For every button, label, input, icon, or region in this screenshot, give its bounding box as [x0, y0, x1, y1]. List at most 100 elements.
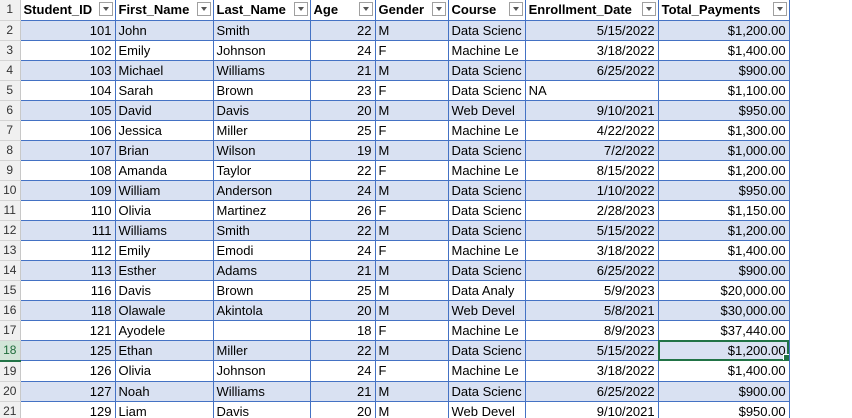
- cell-age[interactable]: 18: [310, 320, 376, 341]
- header-cell-gender[interactable]: Gender: [375, 0, 449, 21]
- filter-dropdown-icon[interactable]: [641, 2, 656, 16]
- cell-first-name[interactable]: Noah: [115, 381, 214, 402]
- cell-student-id[interactable]: 112: [20, 240, 116, 261]
- cell-course[interactable]: Data Scienc: [448, 340, 526, 361]
- cell-total-payments[interactable]: $1,000.00: [658, 140, 790, 161]
- cell-student-id[interactable]: 127: [20, 381, 116, 402]
- cell-first-name[interactable]: Williams: [115, 220, 214, 241]
- cell-last-name[interactable]: Brown: [213, 80, 311, 101]
- row-number[interactable]: 2: [0, 20, 21, 41]
- cell-age[interactable]: 23: [310, 80, 376, 101]
- header-cell-student-id[interactable]: Student_ID: [20, 0, 116, 21]
- cell-student-id[interactable]: 106: [20, 120, 116, 141]
- cell-total-payments[interactable]: $1,200.00: [658, 220, 790, 241]
- cell-student-id[interactable]: 104: [20, 80, 116, 101]
- cell-gender[interactable]: M: [375, 140, 449, 161]
- cell-gender[interactable]: F: [375, 200, 449, 221]
- cell-last-name[interactable]: Wilson: [213, 140, 311, 161]
- cell-gender[interactable]: M: [375, 381, 449, 402]
- cell-student-id[interactable]: 105: [20, 100, 116, 121]
- cell-gender[interactable]: M: [375, 280, 449, 301]
- cell-gender[interactable]: F: [375, 240, 449, 261]
- cell-total-payments[interactable]: $900.00: [658, 381, 790, 402]
- cell-age[interactable]: 24: [310, 240, 376, 261]
- cell-enrollment-date[interactable]: 5/15/2022: [525, 20, 659, 41]
- row-number[interactable]: 7: [0, 120, 21, 141]
- cell-last-name[interactable]: Akintola: [213, 300, 311, 321]
- cell-first-name[interactable]: Emily: [115, 240, 214, 261]
- row-number[interactable]: 15: [0, 280, 21, 301]
- cell-enrollment-date[interactable]: 5/15/2022: [525, 220, 659, 241]
- cell-gender[interactable]: M: [375, 60, 449, 81]
- filter-dropdown-icon[interactable]: [293, 2, 308, 16]
- cell-gender[interactable]: M: [375, 300, 449, 321]
- cell-total-payments[interactable]: $30,000.00: [658, 300, 790, 321]
- cell-enrollment-date[interactable]: 8/15/2022: [525, 160, 659, 181]
- cell-course[interactable]: Machine Le: [448, 120, 526, 141]
- cell-first-name[interactable]: Esther: [115, 260, 214, 281]
- cell-student-id[interactable]: 126: [20, 360, 116, 382]
- cell-course[interactable]: Data Analy: [448, 280, 526, 301]
- cell-enrollment-date[interactable]: 1/10/2022: [525, 180, 659, 201]
- cell-enrollment-date[interactable]: 5/15/2022: [525, 340, 659, 361]
- cell-enrollment-date[interactable]: 5/9/2023: [525, 280, 659, 301]
- cell-gender[interactable]: M: [375, 20, 449, 41]
- cell-gender[interactable]: M: [375, 100, 449, 121]
- cell-last-name[interactable]: Emodi: [213, 240, 311, 261]
- cell-student-id[interactable]: 103: [20, 60, 116, 81]
- row-number[interactable]: 9: [0, 160, 21, 181]
- cell-age[interactable]: 22: [310, 160, 376, 181]
- header-cell-total-payments[interactable]: Total_Payments: [658, 0, 790, 21]
- cell-first-name[interactable]: Michael: [115, 60, 214, 81]
- cell-last-name[interactable]: Martinez: [213, 200, 311, 221]
- header-cell-course[interactable]: Course: [448, 0, 526, 21]
- row-number[interactable]: 13: [0, 240, 21, 261]
- cell-last-name[interactable]: Taylor: [213, 160, 311, 181]
- cell-gender[interactable]: F: [375, 360, 449, 382]
- cell-total-payments[interactable]: $950.00: [658, 100, 790, 121]
- cell-last-name[interactable]: Davis: [213, 100, 311, 121]
- cell-student-id[interactable]: 116: [20, 280, 116, 301]
- cell-first-name[interactable]: William: [115, 180, 214, 201]
- cell-enrollment-date[interactable]: 3/18/2022: [525, 40, 659, 61]
- fill-handle[interactable]: [782, 354, 789, 360]
- cell-first-name[interactable]: Olawale: [115, 300, 214, 321]
- row-number[interactable]: 20: [0, 381, 21, 402]
- cell-last-name[interactable]: Adams: [213, 260, 311, 281]
- cell-gender[interactable]: F: [375, 320, 449, 341]
- cell-age[interactable]: 26: [310, 200, 376, 221]
- cell-enrollment-date[interactable]: 9/10/2021: [525, 100, 659, 121]
- cell-total-payments[interactable]: $1,300.00: [658, 120, 790, 141]
- header-cell-first-name[interactable]: First_Name: [115, 0, 214, 21]
- cell-last-name[interactable]: Smith: [213, 220, 311, 241]
- cell-first-name[interactable]: Jessica: [115, 120, 214, 141]
- cell-first-name[interactable]: Olivia: [115, 200, 214, 221]
- cell-last-name[interactable]: Johnson: [213, 360, 311, 382]
- cell-student-id[interactable]: 121: [20, 320, 116, 341]
- cell-student-id[interactable]: 110: [20, 200, 116, 221]
- cell-last-name[interactable]: Williams: [213, 60, 311, 81]
- cell-age[interactable]: 20: [310, 100, 376, 121]
- row-number[interactable]: 17: [0, 320, 21, 341]
- cell-age[interactable]: 21: [310, 60, 376, 81]
- row-number[interactable]: 1: [0, 0, 21, 21]
- cell-age[interactable]: 20: [310, 401, 376, 418]
- cell-first-name[interactable]: Liam: [115, 401, 214, 418]
- row-number[interactable]: 11: [0, 200, 21, 221]
- cell-last-name[interactable]: Brown: [213, 280, 311, 301]
- cell-first-name[interactable]: Ethan: [115, 340, 214, 361]
- cell-first-name[interactable]: Ayodele: [115, 320, 214, 341]
- row-number[interactable]: 16: [0, 300, 21, 321]
- cell-age[interactable]: 22: [310, 220, 376, 241]
- cell-course[interactable]: Machine Le: [448, 360, 526, 382]
- row-number[interactable]: 3: [0, 40, 21, 61]
- cell-enrollment-date[interactable]: 6/25/2022: [525, 60, 659, 81]
- cell-age[interactable]: 24: [310, 360, 376, 382]
- cell-first-name[interactable]: Brian: [115, 140, 214, 161]
- cell-student-id[interactable]: 107: [20, 140, 116, 161]
- cell-last-name[interactable]: [213, 320, 311, 341]
- cell-total-payments[interactable]: $1,200.00: [658, 20, 790, 41]
- filter-dropdown-icon[interactable]: [98, 2, 113, 16]
- cell-gender[interactable]: M: [375, 340, 449, 361]
- row-number[interactable]: 14: [0, 260, 21, 281]
